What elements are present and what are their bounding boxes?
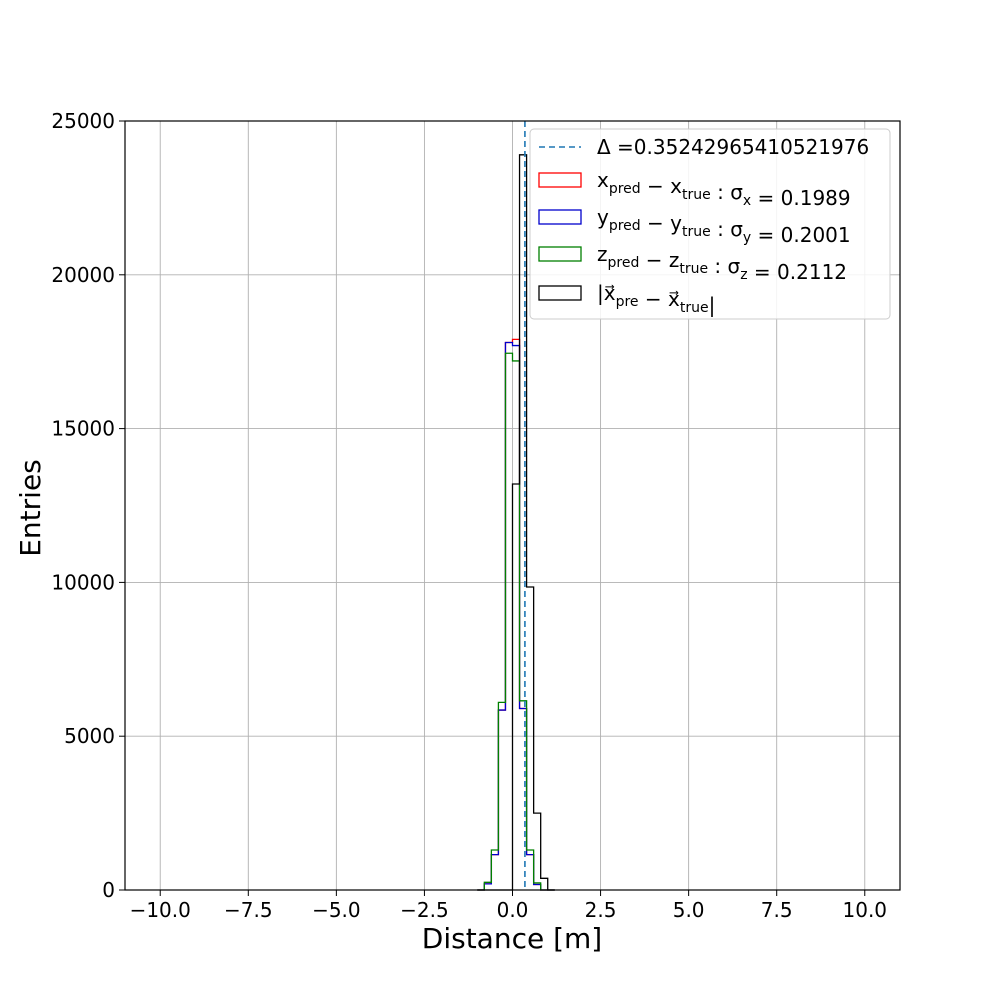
legend-handle-series-4 <box>538 285 582 301</box>
legend-handle-series-2 <box>538 209 582 225</box>
x-tick-label: −7.5 <box>224 898 273 922</box>
x-axis-label: Distance [m] <box>422 922 602 955</box>
legend-handle-series-1 <box>538 172 582 188</box>
x-tick-label: 0.0 <box>497 898 529 922</box>
y-tick-label: 15000 <box>51 417 115 441</box>
legend-box <box>529 128 891 320</box>
legend-label-series-4: |x⃗pre − x⃗true| <box>597 281 715 317</box>
x-tick-label: −5.0 <box>312 898 361 922</box>
y-tick-label: 20000 <box>51 263 115 287</box>
x-tick-label: 2.5 <box>585 898 617 922</box>
legend-label-delta: Δ =0.35242965410521976 <box>597 135 869 159</box>
y-tick-label: 25000 <box>51 109 115 133</box>
legend-label-series-2: ypred − ytrue : σy = 0.2001 <box>597 205 851 247</box>
axis-ticks: −10.0 −7.5 −5.0 −2.5 0.0 2.5 5.0 7.5 10.0 0 5000 10… <box>51 109 887 922</box>
x-tick-label: −10.0 <box>130 898 191 922</box>
legend-handle-series-3 <box>538 246 582 262</box>
x-tick-label: −2.5 <box>400 898 449 922</box>
y-axis-label: Entries <box>14 459 47 557</box>
x-tick-label: 7.5 <box>761 898 793 922</box>
legend-label-series-1: xpred − xtrue : σx = 0.1989 <box>597 168 851 210</box>
x-tick-label: 5.0 <box>673 898 705 922</box>
y-tick-label: 10000 <box>51 570 115 594</box>
y-tick-label: 5000 <box>64 724 115 748</box>
legend: Δ =0.35242965410521976 xpred − xtrue : σx… <box>529 128 891 320</box>
x-tick-label: 10.0 <box>843 898 888 922</box>
y-tick-label: 0 <box>102 878 115 902</box>
legend-label-series-3: zpred − ztrue : σz = 0.2112 <box>597 242 847 284</box>
histogram-series-3 <box>477 352 555 891</box>
